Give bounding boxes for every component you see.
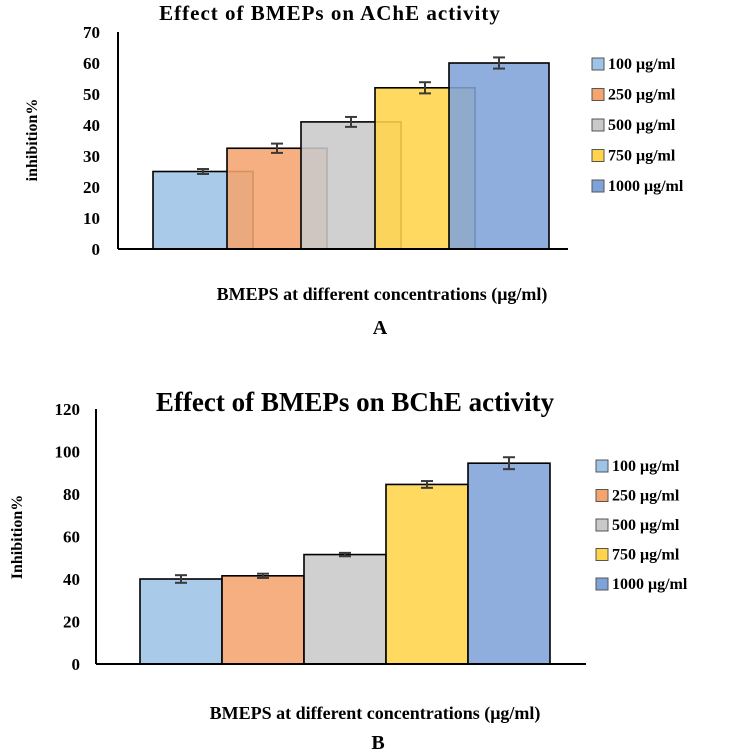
y-tick-label: 60 bbox=[83, 54, 100, 73]
y-axis-label: Inhibition% bbox=[9, 495, 26, 579]
legend-swatch bbox=[591, 149, 605, 162]
y-tick-label: 50 bbox=[83, 85, 100, 104]
error-bar bbox=[419, 81, 431, 95]
bar-750-ug-ml bbox=[385, 483, 469, 665]
legend-label: 100 μg/ml bbox=[608, 56, 676, 73]
legend-swatch bbox=[591, 57, 605, 71]
error-bar bbox=[197, 168, 209, 175]
error-bar bbox=[271, 142, 283, 154]
error-bar bbox=[175, 574, 187, 584]
legend-label: 500 μg/ml bbox=[612, 517, 680, 534]
y-tick-label: 0 bbox=[92, 240, 101, 259]
error-bar bbox=[339, 551, 351, 558]
x-axis-label: BMEPS at different concentrations (μg/ml… bbox=[210, 703, 541, 724]
bar-100-ug-ml bbox=[139, 578, 223, 665]
legend-label: 100 μg/ml bbox=[612, 458, 680, 475]
legend-swatch bbox=[591, 88, 605, 101]
legend: 100 μg/ml 250 μg/ml 500 μg/ml 750 μg/ml 1000… bbox=[591, 56, 684, 195]
legend-swatch bbox=[595, 548, 609, 561]
y-axis-label: inhibition% bbox=[24, 99, 41, 182]
legend-label: 1000 μg/ml bbox=[612, 576, 688, 593]
y-tick-label: 120 bbox=[55, 400, 81, 419]
y-tick-label: 70 bbox=[83, 23, 100, 42]
panel-label: B bbox=[371, 732, 384, 754]
legend-swatch bbox=[591, 118, 605, 132]
panel-label: A bbox=[373, 317, 388, 339]
error-bar bbox=[503, 456, 515, 471]
bar-500-ug-ml bbox=[303, 553, 387, 665]
y-tick-label: 30 bbox=[83, 147, 100, 166]
legend-label: 500 μg/ml bbox=[608, 117, 676, 134]
error-bar bbox=[257, 572, 269, 579]
y-tick-label: 40 bbox=[83, 116, 100, 135]
y-tick-label: 40 bbox=[63, 570, 80, 589]
error-bar bbox=[421, 480, 433, 489]
error-bar bbox=[345, 115, 357, 128]
y-tick-label: 20 bbox=[83, 178, 100, 197]
legend-label: 250 μg/ml bbox=[612, 488, 680, 505]
chart-title: Effect of BMEPs on AChE activity bbox=[159, 1, 501, 25]
bar-1000-ug-ml bbox=[448, 62, 550, 250]
chart-panel-b: Effect of BMEPs on BChE activity 0 20 40 60 8… bbox=[9, 387, 688, 754]
legend-swatch bbox=[595, 577, 609, 591]
legend-swatch bbox=[591, 179, 605, 193]
legend-swatch bbox=[595, 489, 609, 502]
legend-label: 1000 μg/ml bbox=[608, 178, 684, 195]
legend-label: 250 μg/ml bbox=[608, 87, 676, 104]
legend-label: 750 μg/ml bbox=[608, 148, 676, 165]
y-tick-label: 60 bbox=[63, 528, 80, 547]
y-tick-label: 10 bbox=[83, 209, 100, 228]
y-tick-label: 20 bbox=[63, 613, 80, 632]
bar-250-ug-ml bbox=[221, 575, 305, 665]
y-tick-label: 80 bbox=[63, 485, 80, 504]
bar-1000-ug-ml bbox=[467, 462, 551, 665]
legend-swatch bbox=[595, 459, 609, 473]
x-axis-label: BMEPS at different concentrations (μg/ml… bbox=[217, 284, 548, 305]
chart-panel-a: Effect of BMEPs on AChE activity 0 10 20 30 4… bbox=[24, 1, 684, 339]
legend-label: 750 μg/ml bbox=[612, 547, 680, 564]
legend: 100 μg/ml 250 μg/ml 500 μg/ml 750 μg/ml 1000… bbox=[595, 458, 688, 593]
chart-title: Effect of BMEPs on BChE activity bbox=[156, 387, 555, 417]
error-bar bbox=[493, 56, 505, 70]
legend-swatch bbox=[595, 518, 609, 532]
y-tick-label: 100 bbox=[55, 443, 81, 462]
y-tick-label: 0 bbox=[72, 655, 81, 674]
